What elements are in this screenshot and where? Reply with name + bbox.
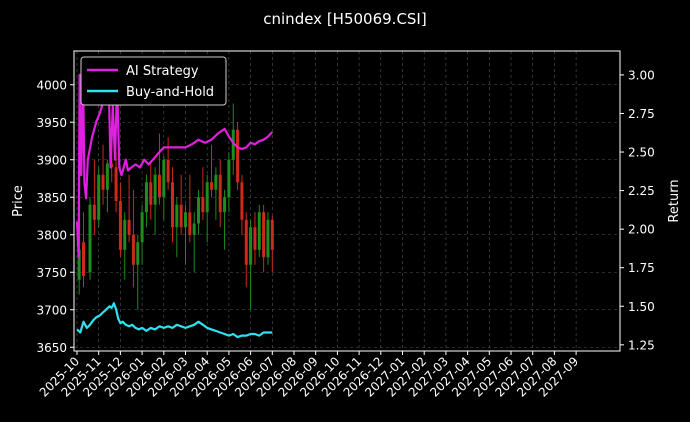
- chart-title: cnindex [H50069.CSI]: [263, 10, 426, 28]
- candle-body: [188, 212, 192, 235]
- left-axis: 3650 3700 3750 3800 3850 3900 3950 4000: [36, 78, 74, 355]
- candle-body: [144, 182, 148, 213]
- left-tick-label: 3800: [36, 228, 67, 242]
- right-tick-label: 1.25: [628, 338, 655, 352]
- candle-body: [170, 182, 174, 228]
- candle-body: [249, 227, 253, 265]
- candle-body: [231, 129, 235, 160]
- candle-body: [162, 159, 166, 198]
- candle-body: [127, 219, 131, 235]
- candle-body: [184, 212, 187, 228]
- candle-body: [253, 227, 257, 250]
- candle-body: [140, 212, 144, 243]
- left-tick-label: 3750: [36, 266, 67, 280]
- candle-body: [101, 174, 105, 190]
- candle-body: [149, 182, 153, 205]
- left-tick-label: 3950: [36, 116, 67, 130]
- candle-body: [266, 219, 270, 258]
- candle-body: [270, 219, 274, 250]
- candle-body: [236, 129, 240, 183]
- candle-body: [179, 204, 183, 228]
- candle-body: [118, 201, 122, 250]
- candle-body: [192, 223, 196, 235]
- candle-body: [262, 212, 266, 258]
- legend-label-ai: AI Strategy: [126, 64, 199, 79]
- candle-body: [218, 174, 222, 213]
- candle-body: [201, 197, 205, 213]
- candle-body: [214, 174, 218, 190]
- legend: AI Strategy Buy-and-Hold: [80, 56, 227, 106]
- candle-body: [123, 219, 127, 250]
- series-line-ai-strategy: [75, 73, 274, 258]
- candle-body: [175, 204, 179, 228]
- candle-body: [114, 167, 118, 201]
- candle-body: [92, 204, 96, 220]
- right-tick-label: 1.50: [628, 300, 655, 314]
- candle-body: [210, 182, 214, 190]
- candle-body: [97, 174, 101, 220]
- candle-body: [157, 174, 161, 198]
- candle-body: [166, 159, 170, 183]
- right-tick-label: 2.00: [628, 223, 655, 237]
- right-tick-label: 2.25: [628, 184, 655, 198]
- candle-body: [197, 197, 201, 224]
- right-tick-label: 1.75: [628, 261, 655, 275]
- right-axis: 1.25 1.50 1.75 2.00 2.25 2.50 2.75 3.00: [620, 68, 655, 352]
- candle-body: [88, 204, 92, 273]
- candle-body: [244, 219, 248, 265]
- candle-body: [131, 234, 135, 265]
- candle-body: [77, 249, 81, 280]
- candle-body: [153, 174, 157, 205]
- series-line-buy-and-hold: [76, 302, 273, 339]
- candle-body: [205, 182, 209, 213]
- series-lines: [75, 73, 274, 339]
- left-tick-label: 3900: [36, 153, 67, 167]
- right-tick-label: 3.00: [628, 68, 655, 82]
- plot-frame: [73, 50, 621, 352]
- candle-body: [227, 159, 231, 198]
- right-tick-label: 2.50: [628, 146, 655, 160]
- left-tick-label: 4000: [36, 78, 67, 92]
- candle-body: [82, 242, 86, 276]
- candle-body: [257, 212, 261, 250]
- candle-body: [136, 242, 140, 265]
- left-tick-label: 3700: [36, 303, 67, 317]
- candle-body: [240, 182, 244, 220]
- left-axis-label: Price: [11, 185, 26, 217]
- candle-body: [105, 163, 109, 190]
- left-tick-label: 3650: [36, 341, 67, 355]
- right-axis-label: Return: [667, 179, 682, 222]
- legend-label-bh: Buy-and-Hold: [126, 85, 214, 100]
- right-tick-label: 2.75: [628, 107, 655, 121]
- candle-body: [223, 197, 227, 213]
- left-tick-label: 3850: [36, 191, 67, 205]
